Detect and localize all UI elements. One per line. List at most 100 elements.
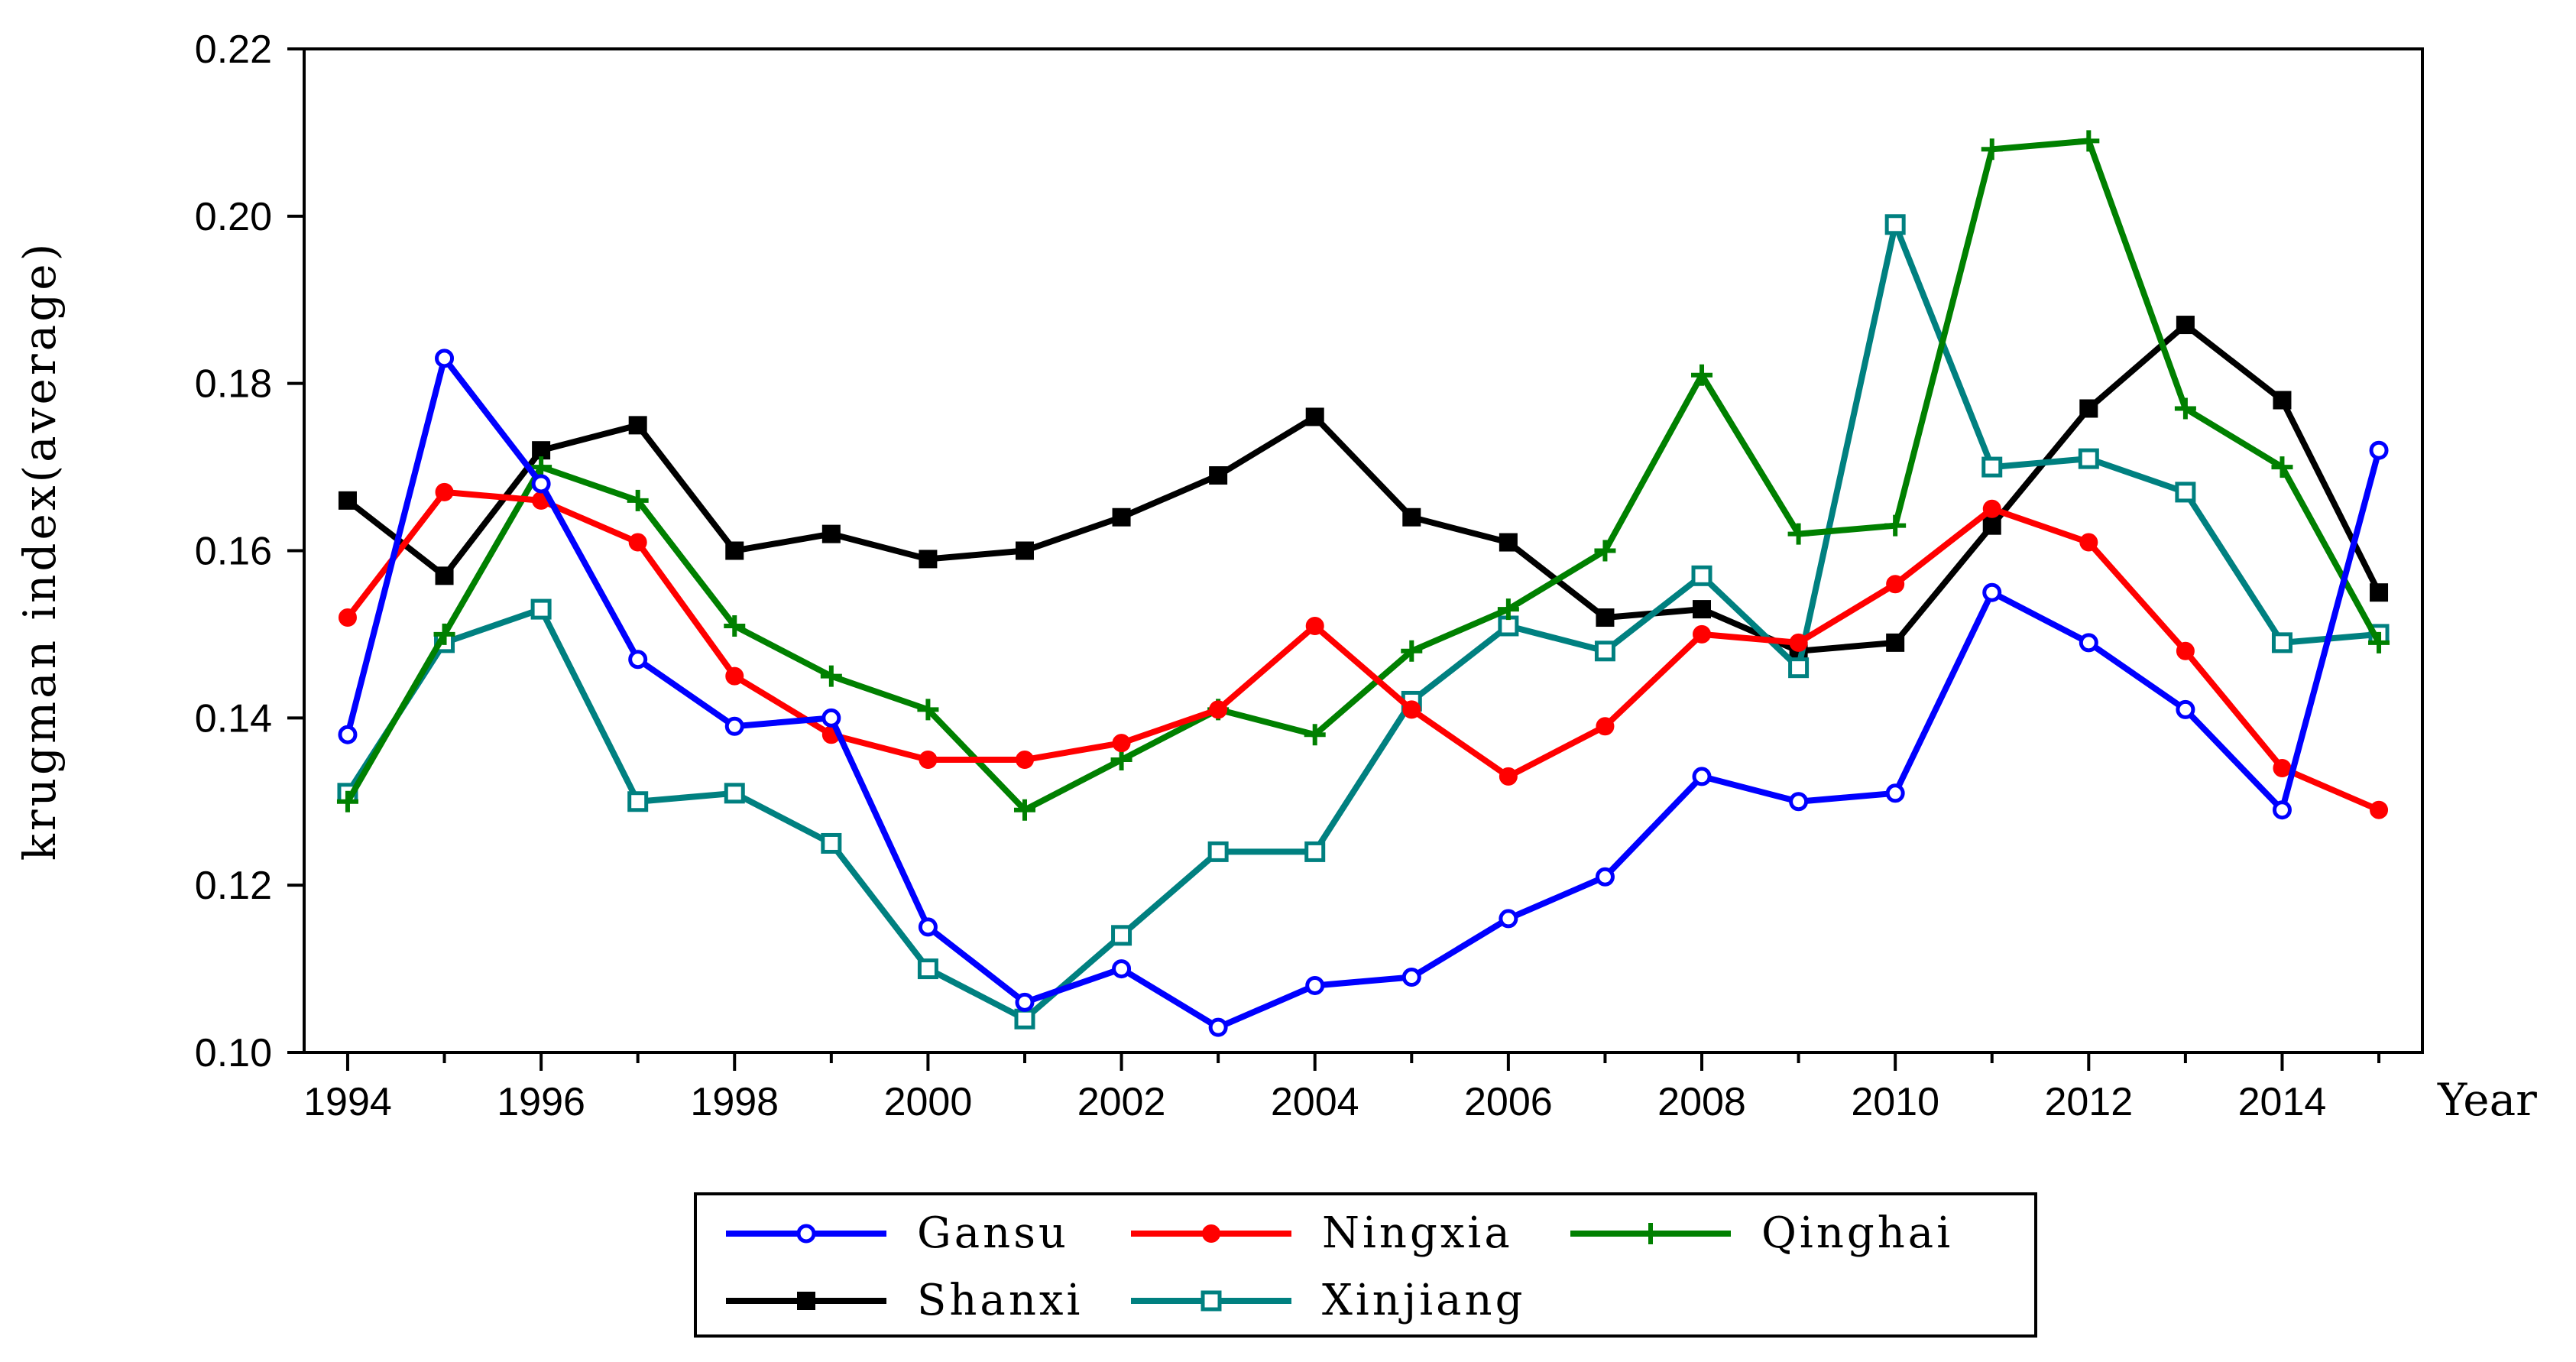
- data-point: [918, 917, 938, 937]
- data-point: [433, 623, 455, 645]
- data-point: [1201, 1290, 1222, 1312]
- x-tick-label: 2014: [2238, 1080, 2327, 1124]
- data-point: [917, 699, 939, 721]
- data-point: [1304, 841, 1326, 862]
- data-point: [1110, 749, 1132, 771]
- y-tick-label: 0.18: [195, 362, 272, 407]
- data-point: [1207, 841, 1229, 862]
- series-qinghai: [336, 130, 2390, 821]
- x-axis-title: Year: [2437, 1074, 2537, 1126]
- data-point: [821, 708, 841, 728]
- data-point: [724, 615, 746, 637]
- data-point: [821, 524, 841, 543]
- legend-item-gansu: Gansu: [726, 1208, 1066, 1258]
- data-point: [1693, 624, 1712, 644]
- data-point: [2369, 440, 2389, 460]
- data-point: [1499, 533, 1518, 552]
- data-point: [1015, 992, 1035, 1012]
- legend-item-shanxi: Shanxi: [726, 1276, 1080, 1325]
- y-axis-title: krugman index(average): [14, 241, 66, 861]
- series-layer: [336, 130, 2390, 1037]
- data-point: [1691, 364, 1713, 386]
- data-point: [1886, 633, 1905, 652]
- data-point: [1013, 799, 1035, 821]
- data-point: [1787, 523, 1810, 545]
- data-point: [2368, 631, 2390, 653]
- data-point: [1202, 1224, 1220, 1243]
- data-point: [1596, 608, 1615, 627]
- data-point: [435, 566, 454, 585]
- legend-box: [694, 1192, 2037, 1338]
- data-point: [1885, 783, 1905, 803]
- series-xinjiang: [337, 214, 2390, 1030]
- legend-label: Xinjiang: [1322, 1276, 1525, 1325]
- data-point: [1402, 700, 1421, 719]
- data-point: [820, 665, 842, 687]
- series-line: [345, 322, 2382, 654]
- data-point: [725, 541, 744, 560]
- data-point: [1305, 975, 1325, 995]
- x-tick-label: 2012: [2044, 1080, 2133, 1124]
- data-point: [2273, 758, 2292, 777]
- data-point: [2176, 316, 2195, 335]
- data-point: [1788, 657, 1810, 679]
- data-point: [1401, 968, 1421, 987]
- data-point: [2273, 391, 2292, 410]
- data-point: [1982, 582, 2002, 602]
- data-point: [1111, 925, 1132, 946]
- data-point: [628, 533, 647, 552]
- data-point: [1499, 767, 1518, 786]
- legend: Gansu Ningxia Qinghai Shanxi Xinjiang: [694, 1192, 2037, 1338]
- series-ningxia: [338, 482, 2389, 819]
- data-point: [724, 716, 744, 736]
- data-point: [2176, 699, 2195, 719]
- data-point: [1594, 540, 1616, 562]
- x-tick-label: 1996: [497, 1080, 585, 1124]
- y-axis: 0.10 0.12 0.14 0.16 0.18 0.20 0.22: [195, 28, 304, 1075]
- data-point: [627, 489, 649, 511]
- data-point: [797, 1292, 815, 1310]
- plot-frame: [303, 47, 2424, 1054]
- data-point: [2271, 632, 2292, 653]
- data-point: [2174, 397, 2196, 420]
- data-point: [338, 608, 357, 627]
- data-point: [1884, 514, 1907, 537]
- data-point: [338, 725, 358, 744]
- series-line: [345, 138, 2382, 813]
- data-point: [1208, 1017, 1228, 1037]
- data-point: [917, 958, 938, 980]
- data-point: [628, 416, 647, 435]
- data-point: [627, 791, 649, 812]
- data-point: [1884, 214, 1906, 235]
- data-point: [1981, 138, 2003, 161]
- data-point: [1402, 508, 1421, 527]
- series-line: [345, 488, 2380, 813]
- data-point: [336, 790, 358, 812]
- data-point: [2175, 482, 2196, 503]
- data-point: [1692, 767, 1712, 786]
- data-point: [724, 783, 745, 804]
- data-point: [1015, 751, 1034, 770]
- series-line: [345, 221, 2380, 1023]
- legend-label: Ningxia: [1322, 1208, 1513, 1258]
- data-point: [1112, 734, 1131, 753]
- data-point: [1596, 717, 1615, 736]
- data-point: [435, 349, 455, 368]
- data-point: [1305, 407, 1324, 426]
- data-point: [919, 751, 938, 770]
- data-point: [435, 482, 454, 501]
- data-point: [1691, 565, 1712, 586]
- legend-item-ningxia: Ningxia: [1131, 1208, 1513, 1258]
- series-line: [345, 355, 2382, 1031]
- data-point: [1497, 598, 1519, 621]
- data-point: [1015, 541, 1034, 560]
- data-point: [2370, 800, 2389, 819]
- data-point: [796, 1224, 816, 1244]
- y-tick-label: 0.12: [195, 864, 272, 908]
- data-point: [1789, 792, 1809, 812]
- y-tick-label: 0.14: [195, 696, 272, 741]
- data-point: [1886, 575, 1905, 594]
- x-tick-label: 2004: [1271, 1080, 1359, 1124]
- data-point: [1209, 700, 1228, 719]
- data-point: [1498, 615, 1519, 637]
